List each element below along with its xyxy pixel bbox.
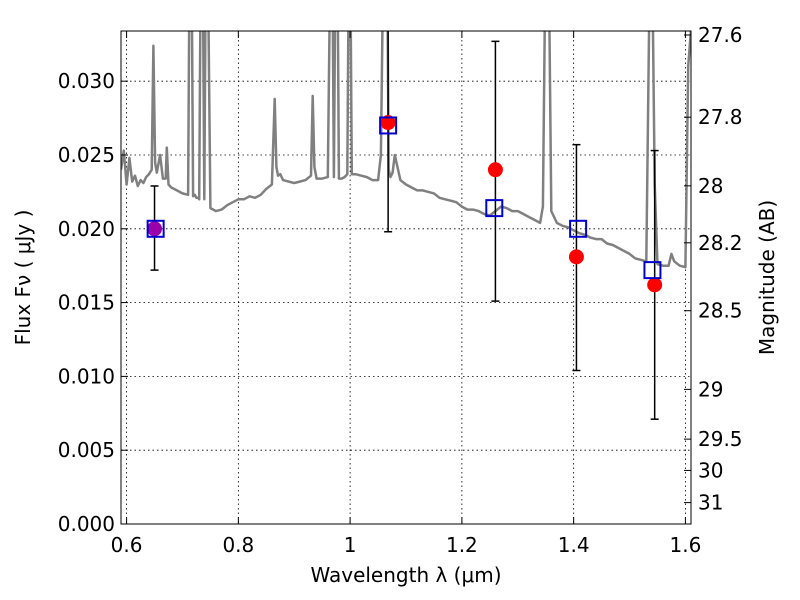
- tick-layer: [121, 31, 691, 525]
- plot-frame: [120, 30, 692, 525]
- model-point: [379, 116, 398, 135]
- x-tick-label: 1.6: [670, 533, 702, 557]
- spectrum-layer: [121, 31, 691, 269]
- model-point: [569, 219, 588, 238]
- y-tick-label: 0.015: [58, 291, 115, 315]
- right-y-axis-title: Magnitude (AB): [755, 200, 779, 355]
- right-tick-label: 28.5: [698, 299, 743, 323]
- y-tick-label: 0.005: [58, 438, 115, 462]
- observed-point: [647, 277, 663, 293]
- y-tick-label: 0.025: [58, 143, 115, 167]
- spectrum-line: [121, 31, 691, 269]
- grid: [121, 31, 691, 525]
- y-tick-label: 0.010: [58, 364, 115, 388]
- x-tick-label: 1.4: [558, 533, 590, 557]
- y-tick-label: 0.030: [58, 69, 115, 93]
- tick-label-layer: 0.6 0.8 1 1.2 1.4 1.6 0.000 0.005 0.010 0.015 0.02…: [58, 23, 743, 557]
- model-point: [643, 261, 662, 280]
- observed-point: [147, 221, 163, 237]
- x-tick-label: 0.6: [111, 533, 143, 557]
- x-tick-label: 1: [344, 533, 357, 557]
- right-tick-label: 29: [698, 377, 723, 401]
- model-point: [485, 199, 504, 218]
- observed-point: [380, 115, 396, 131]
- y-tick-label: 0.020: [58, 217, 115, 241]
- right-tick-label: 27.8: [698, 105, 743, 129]
- right-tick-label: 30: [698, 458, 723, 482]
- right-tick-label: 31: [698, 491, 723, 515]
- marker-layer: [146, 115, 663, 293]
- x-tick-label: 0.8: [222, 533, 254, 557]
- right-tick-label: 28.2: [698, 231, 743, 255]
- x-axis-title: Wavelength λ (μm): [310, 563, 501, 587]
- model-point: [146, 219, 165, 238]
- right-tick-label: 28: [698, 174, 723, 198]
- y-axis-title: Flux Fν ( μJy ): [11, 210, 35, 346]
- y-tick-label: 0.000: [58, 512, 115, 536]
- right-tick-label: 29.5: [698, 427, 743, 451]
- observed-point: [568, 249, 584, 265]
- x-tick-label: 1.2: [446, 533, 478, 557]
- right-tick-label: 27.6: [698, 23, 743, 47]
- observed-point: [487, 162, 503, 178]
